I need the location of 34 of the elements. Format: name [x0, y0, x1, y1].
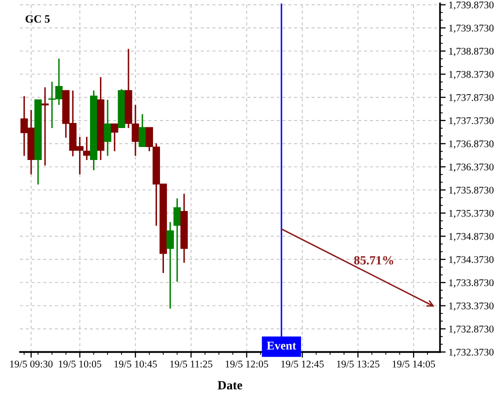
y-tick-label: 1,735.3730	[449, 210, 494, 218]
y-tick-label: 1,735.8730	[449, 186, 494, 196]
x-tick-label: 19/5 13:25	[337, 360, 380, 368]
x-tick-label: 19/5 09:30	[10, 360, 53, 368]
candlestick	[173, 198, 181, 282]
candlestick	[166, 221, 174, 310]
y-tick-label: 1,732.8730	[449, 326, 494, 334]
y-tick-label: 1,734.3730	[449, 256, 494, 264]
candlestick	[104, 99, 112, 157]
candlestick	[138, 113, 146, 148]
x-tick-label: 19/5 12:05	[226, 360, 268, 368]
y-tick-label: 1,739.8730	[449, 2, 494, 10]
y-tick-label: 1,734.8730	[449, 233, 494, 242]
x-tick-label: 19/5 11:25	[170, 360, 212, 368]
y-tick-label: 1,736.3730	[449, 164, 494, 172]
x-tick-label: 19/5 10:45	[114, 360, 157, 368]
y-tick-label: 1,733.3730	[449, 302, 494, 311]
x-tick-label: 19/5 14:05	[392, 360, 436, 368]
x-tick-label: 19/5 10:05	[58, 360, 102, 368]
x-axis-title: Date	[218, 381, 242, 390]
x-tick-label: 19/5 12:45	[281, 360, 324, 368]
candlestick	[41, 86, 49, 166]
y-tick-label: 1,733.8730	[449, 279, 494, 288]
y-tick-label: 1,737.8730	[449, 94, 494, 102]
annotation: 85.71%	[354, 256, 394, 265]
y-tick-label: 1,737.3730	[449, 117, 494, 126]
y-tick-label: 1,732.3730	[449, 348, 494, 358]
y-tick-label: 1,738.3730	[449, 70, 494, 80]
y-tick-label: 1,738.8730	[449, 48, 494, 56]
y-tick-label: 1,739.3730	[449, 24, 494, 33]
ref-line-label: Event	[266, 342, 296, 350]
candlestick	[110, 123, 118, 152]
text: GC 5	[26, 15, 50, 23]
y-tick-label: 1,736.8730	[449, 140, 494, 149]
